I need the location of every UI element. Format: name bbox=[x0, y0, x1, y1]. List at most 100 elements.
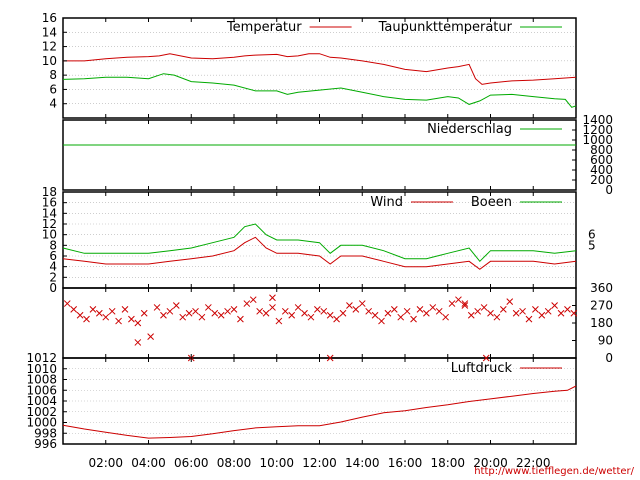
wind-direction-point bbox=[512, 309, 520, 317]
x-tick-label: 14:00 bbox=[345, 456, 380, 470]
x-tick-label: 22:00 bbox=[516, 456, 551, 470]
y-tick-label: 18 bbox=[42, 185, 57, 199]
wind-direction-point bbox=[397, 313, 405, 321]
wind-direction-point bbox=[269, 294, 276, 302]
y-tick-label: 6 bbox=[49, 82, 57, 96]
wind-direction-point bbox=[121, 306, 129, 313]
wind-direction-point bbox=[493, 313, 501, 321]
wind-direction-point bbox=[172, 302, 180, 309]
x-tick-label: 02:00 bbox=[88, 456, 123, 470]
wind-direction-point bbox=[551, 302, 558, 309]
y-tick-label: 4 bbox=[49, 260, 57, 274]
wind-direction-point bbox=[429, 304, 437, 311]
y2-tick-label: 6 bbox=[588, 228, 596, 242]
wind-direction-point bbox=[275, 317, 283, 325]
series-line-luftdruck bbox=[62, 385, 577, 439]
y-tick-label: 1002 bbox=[26, 405, 57, 419]
wind-direction-point bbox=[301, 309, 308, 317]
wind-direction-point bbox=[160, 311, 167, 319]
wind-direction-point bbox=[192, 307, 199, 315]
wind-direction-point bbox=[128, 315, 135, 323]
wind-direction-point bbox=[147, 333, 154, 340]
wind-direction-point bbox=[217, 311, 225, 319]
wind-direction-point bbox=[70, 306, 78, 313]
wind-direction-point bbox=[269, 304, 276, 311]
wind-direction-point bbox=[461, 300, 469, 307]
wind-direction-point bbox=[288, 311, 296, 319]
x-tick-label: 16:00 bbox=[388, 456, 423, 470]
legend-label: Niederschlag bbox=[427, 122, 512, 137]
wind-direction-point bbox=[544, 307, 552, 315]
series-line-wind bbox=[62, 236, 577, 270]
y-tick-label: 1400 bbox=[582, 113, 613, 127]
y-tick-label: 1010 bbox=[26, 362, 57, 376]
y-tick-label: 400 bbox=[590, 163, 613, 177]
y-tick-label: 998 bbox=[34, 426, 57, 440]
wind-direction-point bbox=[326, 354, 334, 362]
y-tick-label: 1000 bbox=[26, 416, 57, 430]
y-tick-label: 8 bbox=[49, 238, 57, 252]
x-tick-label: 20:00 bbox=[473, 456, 508, 470]
series-line-temperatur bbox=[63, 53, 577, 85]
wind-direction-point bbox=[198, 313, 206, 321]
wind-direction-point bbox=[346, 302, 353, 309]
wind-direction-point bbox=[89, 306, 97, 313]
y-tick-label: 12 bbox=[42, 217, 57, 231]
y-tick-label: 10 bbox=[42, 228, 57, 242]
legends: Taupunkttemperatur Temperatur Niederschlag… bbox=[226, 20, 562, 376]
wind-direction-point bbox=[102, 313, 110, 321]
y-tick-label: 0 bbox=[605, 351, 613, 365]
wind-direction-point bbox=[474, 307, 482, 315]
y-tick-label: 996 bbox=[34, 437, 57, 451]
wind-direction-point bbox=[564, 306, 571, 313]
y-tick-label: 10 bbox=[42, 54, 57, 68]
y-tick-label: 1008 bbox=[26, 373, 57, 387]
wind-direction-point bbox=[140, 309, 148, 317]
chart-series bbox=[62, 53, 578, 439]
x-tick-label: 06:00 bbox=[174, 456, 209, 470]
y-tick-label: 360 bbox=[590, 281, 613, 295]
series-line-boeen bbox=[62, 223, 577, 263]
source-url: http://www.tiefflegen.de/wetter/ bbox=[474, 466, 634, 477]
wind-direction-point bbox=[499, 306, 507, 313]
wind-direction-point bbox=[63, 300, 71, 307]
wind-direction-point bbox=[455, 296, 462, 304]
y-tick-label: 4 bbox=[49, 97, 57, 111]
wind-direction-point bbox=[166, 307, 174, 315]
series-line-taupunkttemperatur bbox=[62, 73, 577, 108]
wind-direction-point bbox=[333, 315, 340, 323]
wind-direction-point bbox=[410, 315, 417, 323]
wind-direction-point bbox=[230, 306, 238, 313]
wind-direction-point bbox=[482, 354, 490, 362]
wind-direction-point bbox=[211, 309, 219, 317]
wind-direction-point bbox=[320, 307, 328, 315]
y-tick-label: 0 bbox=[49, 281, 57, 295]
y-tick-label: 14 bbox=[42, 206, 57, 220]
y-tick-label: 8 bbox=[49, 68, 57, 82]
wind-direction-point bbox=[224, 307, 231, 315]
wind-direction-point bbox=[243, 300, 251, 307]
wind-direction-point bbox=[423, 309, 430, 317]
wind-direction-point bbox=[307, 313, 315, 321]
y-tick-label: 800 bbox=[590, 143, 613, 157]
axis-ticks: 4681012141602004006008001000120014000246… bbox=[26, 11, 613, 470]
y-tick-label: 600 bbox=[590, 153, 613, 167]
wind-direction-point bbox=[461, 302, 469, 309]
wind-direction-point bbox=[262, 309, 270, 317]
wind-direction-point bbox=[384, 309, 392, 317]
wind-direction-point bbox=[134, 319, 142, 327]
wind-direction-point bbox=[314, 306, 321, 313]
wind-direction-point bbox=[525, 315, 533, 323]
x-tick-label: 12:00 bbox=[302, 456, 337, 470]
wind-direction-point bbox=[249, 296, 257, 304]
y-tick-label: 2 bbox=[49, 270, 57, 284]
y-tick-label: 1200 bbox=[582, 123, 613, 137]
legend-label: Boeen bbox=[471, 195, 512, 210]
wind-direction-point bbox=[506, 298, 514, 305]
wind-direction-point bbox=[134, 339, 142, 346]
wind-direction-point bbox=[435, 307, 443, 315]
panel-frame-3 bbox=[62, 287, 577, 359]
wind-direction-point bbox=[339, 309, 347, 317]
y-tick-label: 1006 bbox=[26, 383, 57, 397]
